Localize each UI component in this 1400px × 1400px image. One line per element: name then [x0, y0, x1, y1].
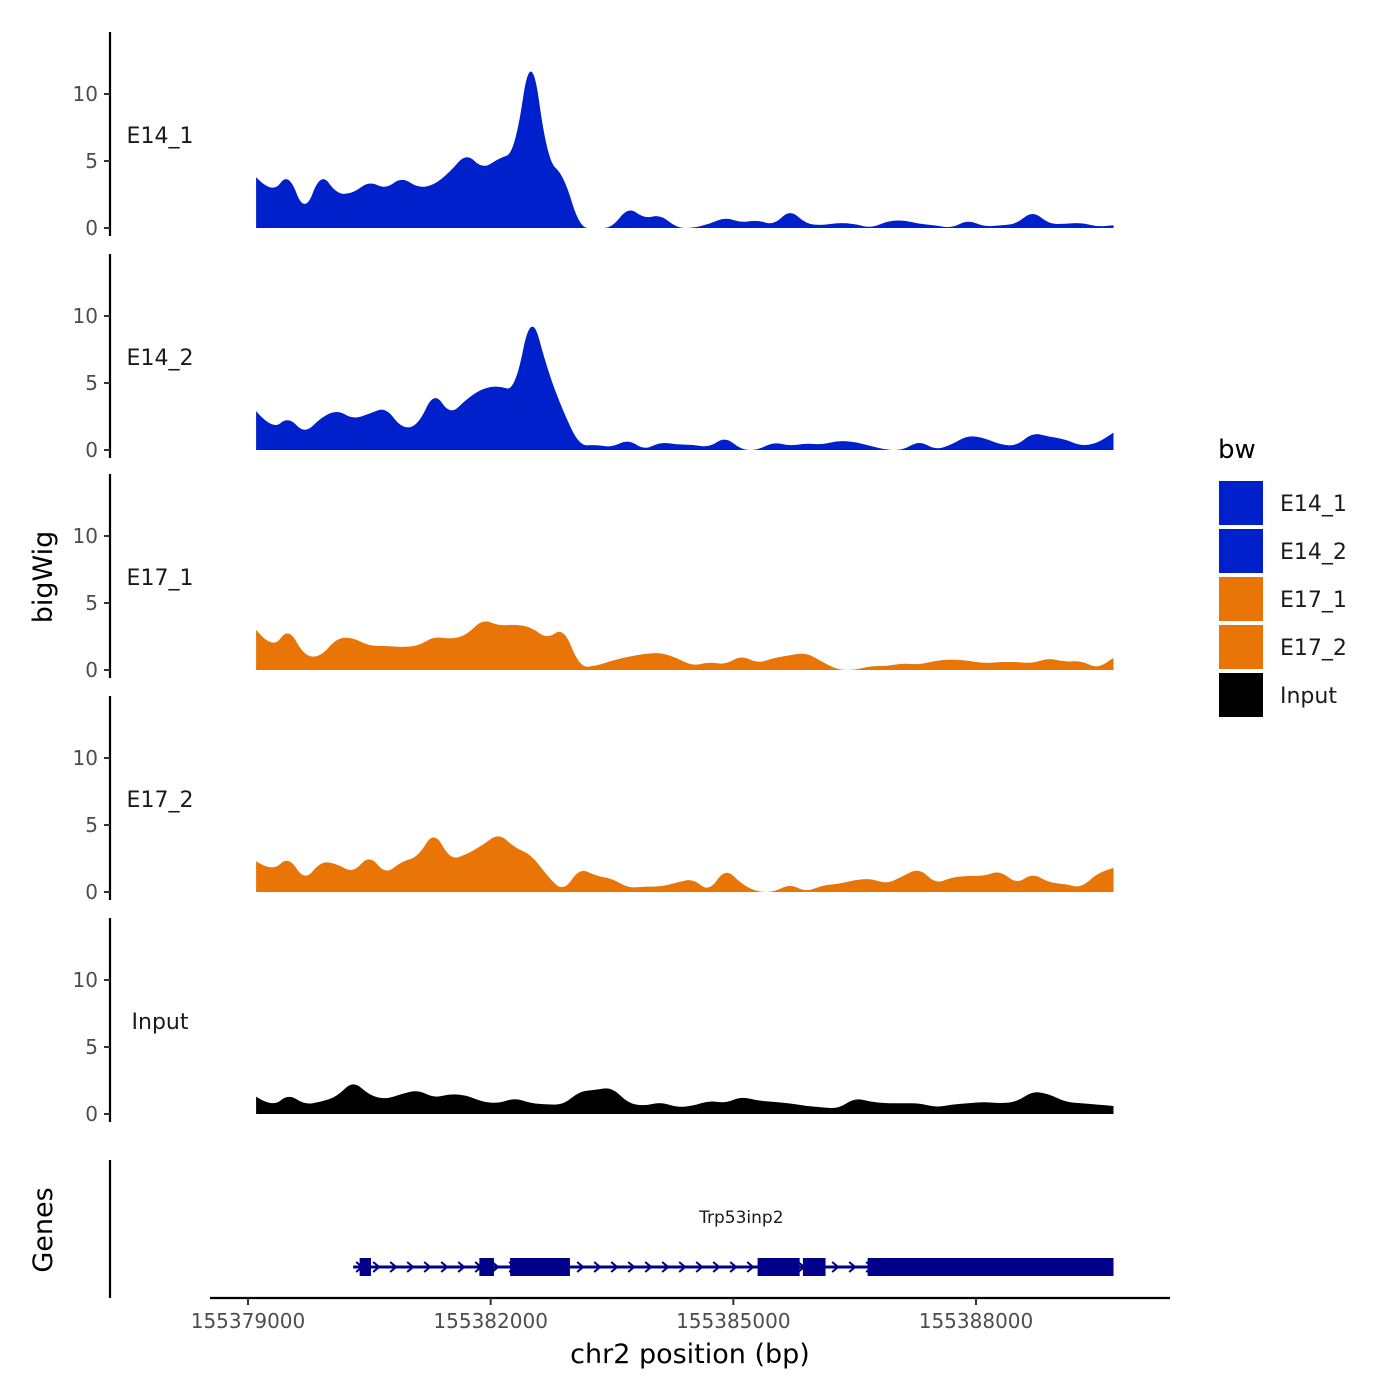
legend-item-e17-2: E17_2	[1217, 623, 1347, 671]
coverage-area-e14-2	[256, 326, 1114, 450]
track-label: Input	[132, 1010, 189, 1035]
gene-exon	[887, 1258, 1114, 1276]
strand-arrow	[831, 1261, 840, 1273]
strand-arrow	[423, 1261, 432, 1273]
gene-exon	[479, 1258, 494, 1276]
legend-label: E14_1	[1280, 492, 1347, 517]
legend-label: E17_1	[1280, 588, 1347, 613]
y-tick-label: 10	[73, 524, 98, 548]
legend-swatch	[1217, 623, 1265, 671]
x-tick-label: 155379000	[191, 1309, 306, 1333]
track-label: E14_1	[127, 124, 194, 149]
track-e17-1: 0 5 10 E17_1	[73, 474, 1114, 682]
y-tick-label: 5	[85, 591, 98, 615]
strand-arrow	[729, 1261, 738, 1273]
strand-arrow	[576, 1261, 585, 1273]
y-tick-label: 10	[73, 746, 98, 770]
y-tick-label: 0	[85, 658, 98, 682]
gene-trp53inp2: Trp53inp2	[353, 1208, 1114, 1276]
track-e14-1: 0 5 10 E14_1	[73, 32, 1114, 240]
legend-item-e14-2: E14_2	[1217, 527, 1347, 575]
legend-item-input: Input	[1217, 671, 1337, 719]
y-tick-label: 0	[85, 1102, 98, 1126]
gene-exon	[757, 1258, 800, 1276]
y-tick-label: 0	[85, 880, 98, 904]
x-axis-title: chr2 position (bp)	[570, 1339, 810, 1370]
legend-swatch	[1217, 479, 1265, 527]
strand-arrow	[712, 1261, 721, 1273]
coverage-area-e14-1	[256, 71, 1114, 228]
track-e14-2: 0 5 10 E14_2	[73, 254, 1114, 462]
coverage-tracks: 0 5 10 E14_1 0 5 10 E14_2 0 5 10 E17_1 0 5 10 E17_2 0 5 10…	[73, 32, 1114, 1126]
legend: bw E14_1 E14_2 E17_1 E17_2 Input	[1217, 435, 1347, 719]
strand-arrow	[389, 1261, 398, 1273]
legend-swatch	[1217, 575, 1265, 623]
y-axis-title-genes: Genes	[28, 1187, 59, 1272]
y-tick-label: 0	[85, 438, 98, 462]
strand-arrow	[848, 1261, 857, 1273]
legend-label: E17_2	[1280, 636, 1347, 661]
strand-arrow	[610, 1261, 619, 1273]
legend-label: Input	[1280, 684, 1337, 709]
legend-swatch	[1217, 527, 1265, 575]
y-tick-label: 5	[85, 371, 98, 395]
legend-swatch	[1217, 671, 1265, 719]
strand-arrow	[661, 1261, 670, 1273]
gene-exon	[867, 1258, 888, 1276]
y-axis-title-bigwig: bigWig	[28, 531, 59, 624]
gene-exon	[802, 1258, 826, 1276]
strand-arrow	[440, 1261, 449, 1273]
legend-title: bw	[1218, 435, 1256, 465]
x-axis: 155379000 155382000 155385000 155388000	[191, 1296, 1170, 1333]
gene-exon	[359, 1258, 371, 1276]
y-tick-label: 10	[73, 304, 98, 328]
x-tick-label: 155388000	[919, 1309, 1034, 1333]
strand-arrow	[695, 1261, 704, 1273]
legend-item-e17-1: E17_1	[1217, 575, 1347, 623]
gene-label: Trp53inp2	[698, 1208, 783, 1228]
x-tick-label: 155385000	[676, 1309, 791, 1333]
strand-arrow	[644, 1261, 653, 1273]
x-tick-label: 155382000	[433, 1309, 548, 1333]
strand-arrow	[678, 1261, 687, 1273]
gene-exon	[510, 1258, 570, 1276]
strand-arrow	[406, 1261, 415, 1273]
y-tick-label: 10	[73, 968, 98, 992]
strand-arrow	[491, 1261, 500, 1273]
track-label: E17_1	[127, 566, 194, 591]
strand-arrow	[746, 1261, 755, 1273]
strand-arrow	[593, 1261, 602, 1273]
legend-label: E14_2	[1280, 540, 1347, 565]
track-input: 0 5 10 Input	[73, 918, 1114, 1126]
coverage-area-e17-1	[256, 621, 1114, 670]
y-tick-label: 0	[85, 216, 98, 240]
legend-item-e14-1: E14_1	[1217, 479, 1347, 527]
gene-track: Trp53inp2	[108, 1160, 1114, 1298]
strand-arrow	[372, 1261, 381, 1273]
y-tick-label: 10	[73, 82, 98, 106]
track-e17-2: 0 5 10 E17_2	[73, 696, 1114, 904]
coverage-area-e17-2	[256, 836, 1114, 892]
y-tick-label: 5	[85, 149, 98, 173]
y-tick-label: 5	[85, 1035, 98, 1059]
coverage-area-input	[256, 1084, 1114, 1114]
track-label: E17_2	[127, 788, 194, 813]
strand-arrow	[627, 1261, 636, 1273]
track-label: E14_2	[127, 346, 194, 371]
strand-arrow	[457, 1261, 466, 1273]
y-tick-label: 5	[85, 813, 98, 837]
